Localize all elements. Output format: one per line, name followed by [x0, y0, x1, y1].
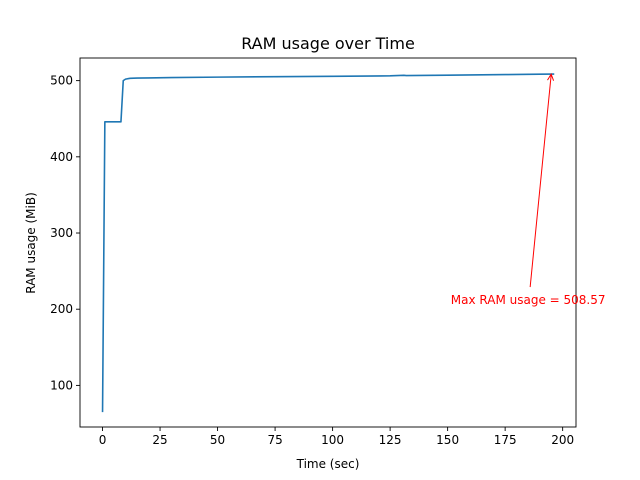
y-tick-label: 200	[50, 302, 73, 316]
x-tick-label: 175	[494, 433, 517, 447]
y-tick-label: 100	[50, 378, 73, 392]
annotation-text: Max RAM usage = 508.57	[451, 293, 606, 307]
x-tick-label: 25	[152, 433, 167, 447]
y-tick-label: 400	[50, 150, 73, 164]
plot-area: 0 25 50 75 100 125 150 175 200 100 200 300 400 500 Max…	[50, 57, 606, 447]
x-tick-label: 0	[99, 433, 107, 447]
annotation-arrow	[529, 75, 552, 288]
y-tick-label: 300	[50, 226, 73, 240]
x-tick-label: 150	[436, 433, 459, 447]
annotation-arrowhead	[547, 72, 555, 81]
x-axis-label: Time (sec)	[296, 457, 360, 471]
chart-title: RAM usage over Time	[241, 34, 415, 53]
x-tick-label: 200	[551, 433, 574, 447]
y-tick-label: 500	[50, 74, 73, 88]
y-axis-label: RAM usage (MiB)	[24, 192, 38, 294]
plot-frame	[79, 57, 577, 428]
x-tick-label: 100	[321, 433, 344, 447]
x-tick-label: 125	[379, 433, 402, 447]
x-tick-label: 75	[267, 433, 282, 447]
series-line-0	[101, 73, 555, 413]
x-tick-label: 50	[210, 433, 225, 447]
